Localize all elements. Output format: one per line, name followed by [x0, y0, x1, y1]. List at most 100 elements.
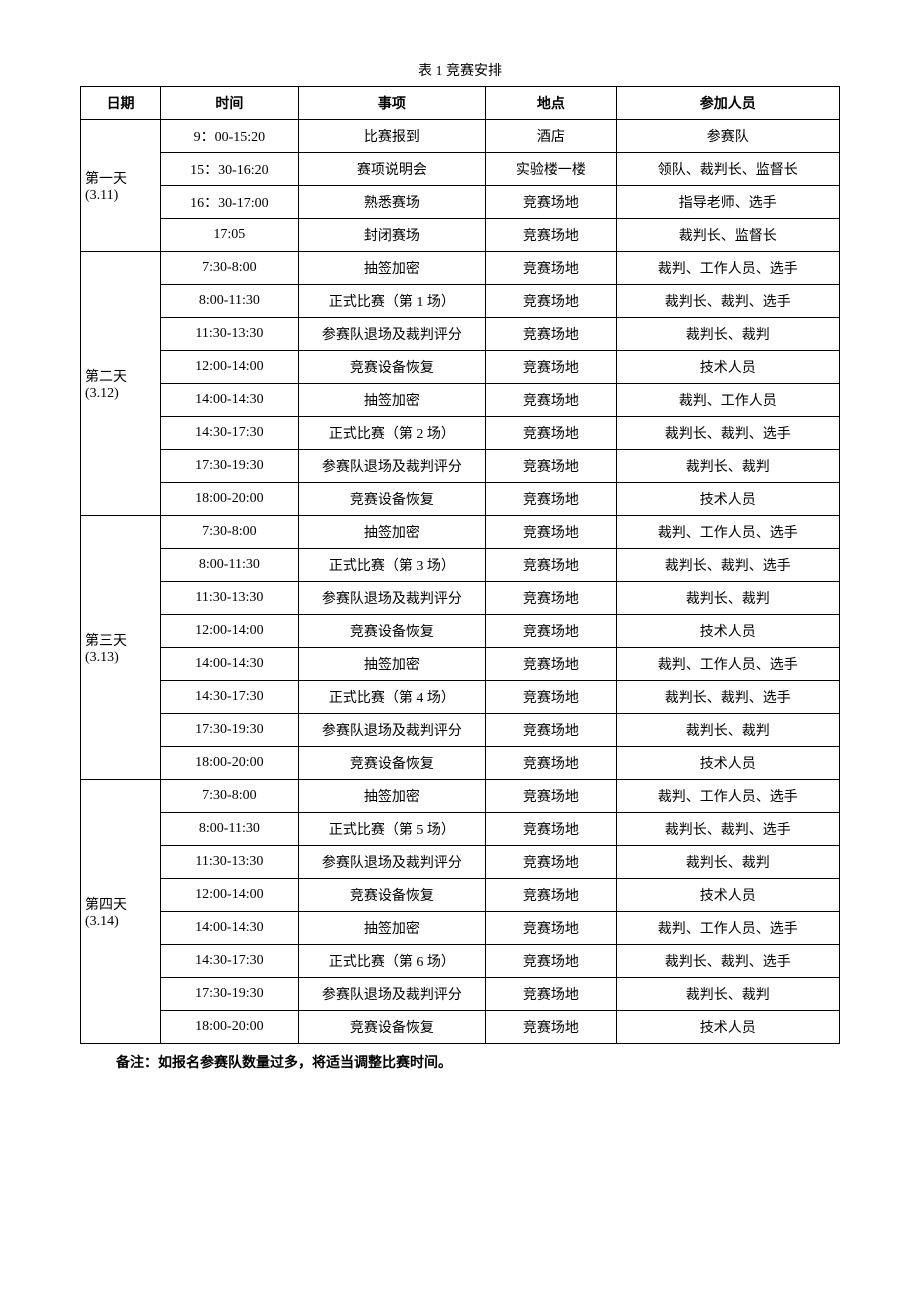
- table-row: 12:00-14:00竞赛设备恢复竞赛场地技术人员: [81, 351, 840, 384]
- event-cell: 参赛队退场及裁判评分: [298, 318, 486, 351]
- table-row: 8:00-11:30正式比赛（第 3 场）竞赛场地裁判长、裁判、选手: [81, 549, 840, 582]
- time-cell: 11:30-13:30: [161, 846, 298, 879]
- table-title: 表 1 竞赛安排: [80, 60, 840, 80]
- header-time: 时间: [161, 87, 298, 120]
- table-row: 17:30-19:30参赛队退场及裁判评分竞赛场地裁判长、裁判: [81, 450, 840, 483]
- event-cell: 抽签加密: [298, 516, 486, 549]
- time-cell: 14:00-14:30: [161, 648, 298, 681]
- location-cell: 竞赛场地: [486, 186, 616, 219]
- table-row: 12:00-14:00竞赛设备恢复竞赛场地技术人员: [81, 879, 840, 912]
- event-cell: 抽签加密: [298, 384, 486, 417]
- location-cell: 竞赛场地: [486, 615, 616, 648]
- location-cell: 竞赛场地: [486, 879, 616, 912]
- participants-cell: 裁判长、监督长: [616, 219, 839, 252]
- event-cell: 参赛队退场及裁判评分: [298, 978, 486, 1011]
- time-cell: 8:00-11:30: [161, 549, 298, 582]
- location-cell: 竞赛场地: [486, 813, 616, 846]
- location-cell: 竞赛场地: [486, 714, 616, 747]
- event-cell: 熟悉赛场: [298, 186, 486, 219]
- time-cell: 17:05: [161, 219, 298, 252]
- event-cell: 正式比赛（第 1 场）: [298, 285, 486, 318]
- time-cell: 11:30-13:30: [161, 318, 298, 351]
- participants-cell: 裁判长、裁判、选手: [616, 417, 839, 450]
- table-row: 17:05封闭赛场竞赛场地裁判长、监督长: [81, 219, 840, 252]
- time-cell: 7:30-8:00: [161, 252, 298, 285]
- table-row: 第四天 (3.14)7:30-8:00抽签加密竞赛场地裁判、工作人员、选手: [81, 780, 840, 813]
- table-row: 17:30-19:30参赛队退场及裁判评分竞赛场地裁判长、裁判: [81, 978, 840, 1011]
- participants-cell: 技术人员: [616, 615, 839, 648]
- participants-cell: 裁判长、裁判、选手: [616, 813, 839, 846]
- event-cell: 抽签加密: [298, 648, 486, 681]
- time-cell: 17:30-19:30: [161, 978, 298, 1011]
- participants-cell: 裁判长、裁判: [616, 846, 839, 879]
- participants-cell: 裁判长、裁判、选手: [616, 945, 839, 978]
- table-row: 14:30-17:30正式比赛（第 4 场）竞赛场地裁判长、裁判、选手: [81, 681, 840, 714]
- participants-cell: 裁判长、裁判、选手: [616, 285, 839, 318]
- table-row: 14:30-17:30正式比赛（第 6 场）竞赛场地裁判长、裁判、选手: [81, 945, 840, 978]
- table-row: 15：30-16:20赛项说明会实验楼一楼领队、裁判长、监督长: [81, 153, 840, 186]
- table-row: 11:30-13:30参赛队退场及裁判评分竞赛场地裁判长、裁判: [81, 318, 840, 351]
- event-cell: 正式比赛（第 4 场）: [298, 681, 486, 714]
- participants-cell: 裁判长、裁判、选手: [616, 681, 839, 714]
- table-row: 14:00-14:30抽签加密竞赛场地裁判、工作人员、选手: [81, 648, 840, 681]
- schedule-table: 日期 时间 事项 地点 参加人员 第一天 (3.11)9：00-15:20比赛报…: [80, 86, 840, 1044]
- participants-cell: 技术人员: [616, 879, 839, 912]
- time-cell: 9：00-15:20: [161, 120, 298, 153]
- time-cell: 15：30-16:20: [161, 153, 298, 186]
- date-cell: 第三天 (3.13): [81, 516, 161, 780]
- participants-cell: 裁判长、裁判、选手: [616, 549, 839, 582]
- date-cell: 第四天 (3.14): [81, 780, 161, 1044]
- time-cell: 14:30-17:30: [161, 681, 298, 714]
- location-cell: 竞赛场地: [486, 252, 616, 285]
- participants-cell: 技术人员: [616, 483, 839, 516]
- location-cell: 实验楼一楼: [486, 153, 616, 186]
- table-row: 14:30-17:30正式比赛（第 2 场）竞赛场地裁判长、裁判、选手: [81, 417, 840, 450]
- time-cell: 14:00-14:30: [161, 384, 298, 417]
- time-cell: 8:00-11:30: [161, 285, 298, 318]
- location-cell: 竞赛场地: [486, 582, 616, 615]
- header-row: 日期 时间 事项 地点 参加人员: [81, 87, 840, 120]
- location-cell: 竞赛场地: [486, 384, 616, 417]
- event-cell: 竞赛设备恢复: [298, 483, 486, 516]
- event-cell: 竞赛设备恢复: [298, 615, 486, 648]
- participants-cell: 裁判、工作人员、选手: [616, 252, 839, 285]
- participants-cell: 裁判长、裁判: [616, 582, 839, 615]
- participants-cell: 裁判、工作人员、选手: [616, 912, 839, 945]
- location-cell: 竞赛场地: [486, 1011, 616, 1044]
- time-cell: 17:30-19:30: [161, 450, 298, 483]
- table-row: 18:00-20:00竞赛设备恢复竞赛场地技术人员: [81, 483, 840, 516]
- table-row: 18:00-20:00竞赛设备恢复竞赛场地技术人员: [81, 1011, 840, 1044]
- event-cell: 参赛队退场及裁判评分: [298, 450, 486, 483]
- event-cell: 竞赛设备恢复: [298, 351, 486, 384]
- event-cell: 参赛队退场及裁判评分: [298, 582, 486, 615]
- time-cell: 7:30-8:00: [161, 780, 298, 813]
- location-cell: 竞赛场地: [486, 219, 616, 252]
- table-row: 8:00-11:30正式比赛（第 1 场）竞赛场地裁判长、裁判、选手: [81, 285, 840, 318]
- event-cell: 正式比赛（第 6 场）: [298, 945, 486, 978]
- location-cell: 竞赛场地: [486, 549, 616, 582]
- event-cell: 正式比赛（第 2 场）: [298, 417, 486, 450]
- table-row: 8:00-11:30正式比赛（第 5 场）竞赛场地裁判长、裁判、选手: [81, 813, 840, 846]
- date-cell: 第二天 (3.12): [81, 252, 161, 516]
- participants-cell: 裁判、工作人员、选手: [616, 648, 839, 681]
- footnote: 备注：如报名参赛队数量过多，将适当调整比赛时间。: [80, 1052, 840, 1072]
- event-cell: 正式比赛（第 3 场）: [298, 549, 486, 582]
- event-cell: 抽签加密: [298, 780, 486, 813]
- time-cell: 18:00-20:00: [161, 483, 298, 516]
- time-cell: 18:00-20:00: [161, 747, 298, 780]
- header-location: 地点: [486, 87, 616, 120]
- event-cell: 竞赛设备恢复: [298, 1011, 486, 1044]
- time-cell: 17:30-19:30: [161, 714, 298, 747]
- location-cell: 竞赛场地: [486, 912, 616, 945]
- time-cell: 16：30-17:00: [161, 186, 298, 219]
- event-cell: 竞赛设备恢复: [298, 879, 486, 912]
- table-row: 第三天 (3.13)7:30-8:00抽签加密竞赛场地裁判、工作人员、选手: [81, 516, 840, 549]
- participants-cell: 技术人员: [616, 351, 839, 384]
- date-cell: 第一天 (3.11): [81, 120, 161, 252]
- participants-cell: 裁判长、裁判: [616, 318, 839, 351]
- table-row: 11:30-13:30参赛队退场及裁判评分竞赛场地裁判长、裁判: [81, 846, 840, 879]
- time-cell: 12:00-14:00: [161, 615, 298, 648]
- location-cell: 竞赛场地: [486, 450, 616, 483]
- table-row: 14:00-14:30抽签加密竞赛场地裁判、工作人员、选手: [81, 912, 840, 945]
- table-row: 17:30-19:30参赛队退场及裁判评分竞赛场地裁判长、裁判: [81, 714, 840, 747]
